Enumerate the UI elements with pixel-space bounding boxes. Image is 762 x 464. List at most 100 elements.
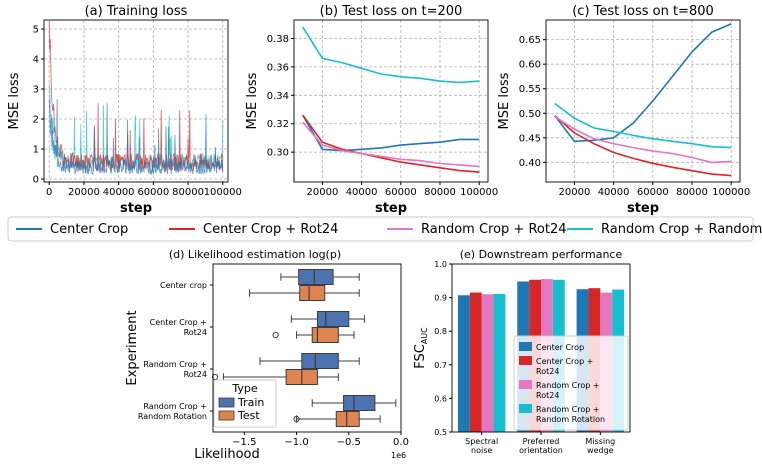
legend-label: Train bbox=[237, 396, 264, 409]
box-body bbox=[311, 327, 339, 343]
box-body bbox=[299, 285, 326, 301]
x-tick-label: −1.5 bbox=[232, 437, 256, 448]
y-axis-label: MSE loss bbox=[7, 72, 22, 129]
box-test bbox=[293, 411, 381, 427]
x-tick-label: 20000 bbox=[307, 187, 339, 198]
y-tick-label: 0.50 bbox=[519, 109, 541, 120]
y-tick-label: 0.30 bbox=[267, 148, 289, 159]
x-tick-label: −1.0 bbox=[284, 437, 308, 448]
legend-swatch bbox=[519, 404, 532, 413]
category-label: Random Crop + bbox=[143, 360, 207, 369]
legend-swatch bbox=[218, 397, 235, 408]
y-tick-label: 0 bbox=[33, 175, 39, 186]
box-train bbox=[280, 269, 360, 285]
y-tick-label: 0.6 bbox=[434, 394, 447, 403]
box-body bbox=[316, 311, 350, 327]
legend-label: Rot24 bbox=[536, 367, 559, 376]
y-tick-label: 0.7 bbox=[434, 361, 447, 370]
chart-title: (b) Test loss on t=200 bbox=[320, 4, 463, 19]
box-train bbox=[311, 395, 397, 411]
y-tick-label: 0.55 bbox=[519, 84, 541, 95]
legend-label: Random Crop + Rot24 bbox=[421, 222, 567, 237]
category-label: Preferred bbox=[523, 437, 560, 446]
x-axis-label: Likelihood bbox=[194, 447, 260, 462]
box-test bbox=[211, 369, 339, 385]
box-body bbox=[343, 395, 376, 411]
x-tick-label: 80000 bbox=[676, 187, 708, 198]
legend-swatch bbox=[218, 410, 235, 421]
series-line bbox=[554, 23, 732, 143]
series-line bbox=[48, 99, 224, 176]
box-flier bbox=[293, 415, 300, 423]
category-label: Rot24 bbox=[184, 328, 207, 337]
category-label: Center Crop + bbox=[150, 318, 207, 327]
category-label: orientation bbox=[519, 446, 563, 455]
x-tick-label: 60000 bbox=[637, 187, 669, 198]
axes-frame bbox=[293, 19, 489, 183]
bar bbox=[469, 292, 482, 432]
category-label: noise bbox=[471, 446, 492, 455]
y-tick-label: 0.38 bbox=[267, 34, 289, 45]
legend-swatch bbox=[519, 356, 532, 365]
series-line bbox=[302, 26, 480, 84]
x-tick-label: 60000 bbox=[137, 187, 169, 198]
y-axis-label-main: FSC bbox=[413, 344, 428, 369]
y-axis-label: FSCAUC bbox=[413, 327, 429, 369]
y-tick-label: 1.0 bbox=[434, 260, 447, 269]
chart-title: (e) Downstream performance bbox=[460, 248, 623, 261]
series-line bbox=[554, 102, 732, 149]
y-axis-label: Experiment bbox=[125, 310, 140, 385]
box-body bbox=[335, 411, 360, 427]
x-tick-label: 80000 bbox=[172, 187, 204, 198]
legend-label: Center Crop bbox=[536, 343, 584, 352]
y-tick-label: 0.36 bbox=[267, 62, 289, 73]
x-tick-label: 100000 bbox=[712, 187, 750, 198]
legend-label: Center Crop bbox=[50, 222, 128, 237]
x-tick-label: 100000 bbox=[460, 187, 498, 198]
axes-frame bbox=[545, 19, 741, 183]
panel-c: 20000 40000 60000 80000 100000 0.40 0.45 0.50 0.… bbox=[497, 4, 750, 216]
x-tick-label: −0.5 bbox=[337, 437, 361, 448]
box-test bbox=[272, 327, 355, 343]
legend-label: Center Crop + Rot24 bbox=[203, 222, 338, 237]
box-body bbox=[301, 353, 339, 369]
x-tick-label: 100000 bbox=[204, 187, 242, 198]
y-tick-label: 0.32 bbox=[267, 119, 289, 130]
x-tick-label: 0.0 bbox=[393, 437, 409, 448]
x-tick-label: 40000 bbox=[598, 187, 630, 198]
category-label: Rot24 bbox=[184, 370, 207, 379]
x-scale-label: 1e6 bbox=[391, 451, 406, 460]
panel-d: −1.5 −1.0 −0.5 0.0 1e6 Center crop Center Crop… bbox=[125, 248, 409, 462]
category-label: Spectral bbox=[465, 437, 498, 446]
box-test bbox=[249, 285, 360, 301]
legend-swatch bbox=[519, 342, 532, 351]
series-line bbox=[302, 114, 480, 173]
y-axis-label: MSE loss bbox=[245, 72, 260, 129]
bar bbox=[457, 295, 470, 432]
box-flier bbox=[272, 331, 279, 339]
y-tick-label: 4 bbox=[33, 55, 39, 66]
series-line bbox=[554, 115, 732, 177]
box-train bbox=[290, 311, 365, 327]
chart-title: (a) Training loss bbox=[85, 4, 188, 19]
box-flier bbox=[211, 373, 219, 381]
category-label: Center crop bbox=[160, 281, 207, 290]
box-train bbox=[259, 353, 360, 369]
x-tick-label: 60000 bbox=[385, 187, 417, 198]
x-tick-label: 0 bbox=[46, 187, 52, 198]
axes-frame bbox=[212, 263, 402, 433]
legend-title: Type bbox=[231, 382, 257, 395]
y-axis-label: MSE loss bbox=[497, 72, 512, 129]
x-axis-label: step bbox=[120, 201, 152, 216]
x-tick-label: 80000 bbox=[424, 187, 456, 198]
legend-label: Random Rotation bbox=[536, 415, 605, 424]
y-tick-label: 1 bbox=[33, 145, 39, 156]
x-tick-label: 20000 bbox=[68, 187, 100, 198]
series-line bbox=[554, 116, 732, 164]
category-label: Random Rotation bbox=[138, 412, 207, 421]
panel-a: 0 20000 40000 60000 80000 100000 0 1 2 3 4 5 (a) Tra… bbox=[7, 4, 242, 216]
y-tick-label: 0.40 bbox=[519, 158, 541, 169]
x-axis-label: step bbox=[375, 201, 407, 216]
